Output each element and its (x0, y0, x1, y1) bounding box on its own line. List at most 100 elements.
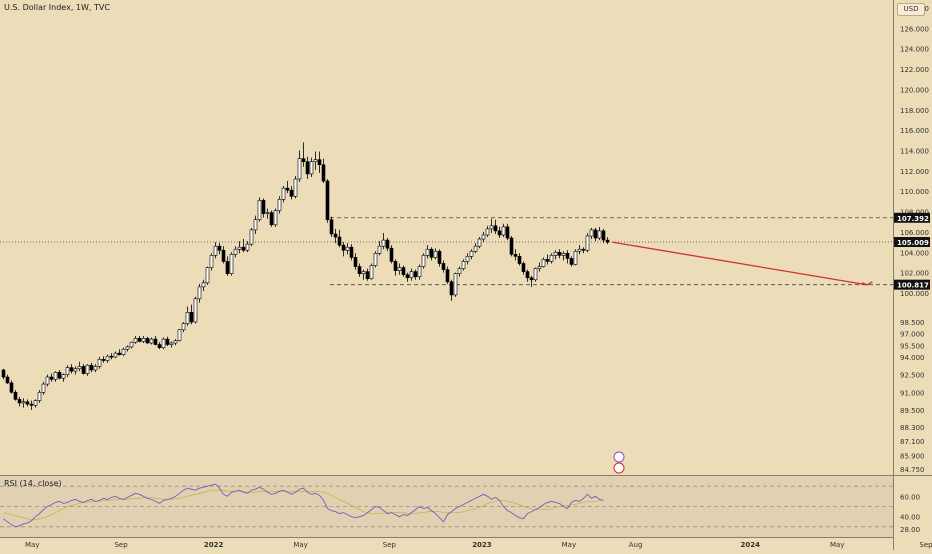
price-level-label: 105.009 (897, 239, 929, 247)
candle (409, 271, 414, 279)
candle (425, 248, 430, 256)
x-tick-label: 2023 (472, 541, 492, 549)
currency-button[interactable]: USD (897, 3, 925, 16)
candle (161, 338, 166, 348)
candle (325, 180, 330, 221)
candle (117, 352, 122, 355)
candle (497, 230, 502, 236)
forecast-arrow (611, 241, 868, 286)
candle (141, 338, 146, 342)
candle (165, 338, 170, 345)
x-tick-label: May (830, 541, 844, 549)
candle (337, 236, 342, 246)
candle (113, 352, 118, 358)
y-tick-label: 112.000 (900, 168, 929, 176)
candle (321, 164, 326, 182)
candle (273, 210, 278, 226)
candle (357, 266, 362, 274)
x-tick-label: Sep (383, 541, 397, 549)
candle (525, 271, 530, 279)
candle (593, 229, 598, 239)
candle (17, 399, 22, 404)
y-tick-label: 120.000 (900, 86, 929, 94)
candle (177, 329, 182, 341)
y-tick-label: 88.300 (900, 424, 925, 432)
y-tick-label: 98.500 (900, 319, 925, 327)
candle (169, 342, 174, 345)
candle (301, 158, 306, 162)
candle (13, 392, 18, 400)
candle (389, 247, 394, 262)
candle (397, 267, 402, 271)
candle (85, 364, 90, 374)
candle (441, 263, 446, 270)
price-level-label: 100.817 (897, 282, 929, 290)
candle (509, 237, 514, 255)
candle (269, 212, 274, 226)
event-icon (613, 451, 625, 463)
candle (421, 255, 426, 267)
rsi-tick-label: 28.00 (900, 526, 920, 534)
candle (541, 259, 546, 267)
candle (293, 178, 298, 197)
candle (25, 401, 30, 405)
candle (429, 248, 434, 258)
candle (581, 248, 586, 251)
candle (413, 271, 418, 278)
candle (97, 359, 102, 367)
candle (329, 219, 334, 235)
candle (69, 367, 74, 372)
candle (237, 246, 242, 250)
candle (93, 366, 98, 371)
candle (393, 261, 398, 271)
candle (341, 244, 346, 251)
candle (105, 355, 110, 361)
candle (245, 243, 250, 251)
candle (265, 212, 270, 214)
candle (313, 159, 318, 162)
candle (53, 372, 58, 380)
rsi-title: RSI (14, close) (4, 479, 62, 488)
candle (73, 368, 78, 372)
candle (101, 359, 106, 361)
candle (137, 338, 142, 342)
candle (365, 271, 370, 280)
candle (281, 187, 286, 200)
candle (49, 376, 54, 380)
x-tick-label: May (25, 541, 39, 549)
y-tick-label: 92.500 (900, 372, 925, 380)
candle (317, 159, 322, 166)
candle (333, 233, 338, 238)
candle (285, 187, 290, 191)
y-tick-label: 116.000 (900, 127, 929, 135)
candle (557, 251, 562, 256)
y-tick-label: 126.000 (900, 25, 929, 33)
candle (197, 286, 202, 300)
rsi-tick-label: 40.00 (900, 514, 920, 522)
candle (565, 253, 570, 259)
candle (61, 374, 66, 379)
candle (345, 246, 350, 251)
candle (21, 401, 26, 404)
candle (297, 158, 302, 180)
candle (401, 267, 406, 275)
candle (373, 253, 378, 266)
candle (493, 225, 498, 232)
candle (477, 238, 482, 247)
candle (1, 369, 6, 378)
y-tick-label: 95.500 (900, 342, 925, 350)
candle (577, 248, 582, 252)
x-tick-label: Aug (629, 541, 643, 549)
candle (437, 250, 442, 264)
forecast-arrowhead (862, 281, 873, 286)
candle (261, 200, 266, 214)
rsi-tick-label: 60.00 (900, 493, 920, 501)
candle (33, 400, 38, 406)
y-tick-label: 91.000 (900, 389, 925, 397)
candle (417, 266, 422, 278)
y-tick-label: 102.000 (900, 270, 929, 278)
candle (305, 161, 310, 175)
y-tick-label: 85.900 (900, 452, 925, 460)
